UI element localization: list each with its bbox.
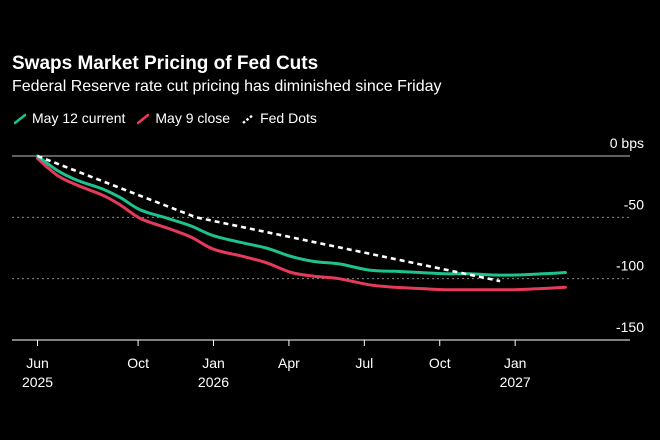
x-tick-label: Jan: [504, 355, 527, 371]
chart-title: Swaps Market Pricing of Fed Cuts: [12, 53, 319, 74]
x-tick-label: Apr: [278, 355, 300, 371]
x-tick-label: Jun: [26, 355, 49, 371]
x-tick-label: Oct: [429, 355, 451, 371]
legend-line-icon: [13, 113, 27, 125]
x-tick-label: Jan: [202, 355, 225, 371]
y-tick-label: 0 bps: [610, 135, 644, 151]
legend-swatch-fed-dots: [242, 112, 254, 124]
legend-dashed-line-icon: [242, 114, 254, 124]
legend-item-may-9-close: May 9 close: [137, 110, 230, 126]
y-tick-label: -50: [624, 196, 644, 212]
x-tick-label: Oct: [127, 355, 149, 371]
legend-swatch-may-12-current: [13, 112, 27, 125]
series-line-fed-dots: [37, 154, 501, 283]
x-tick-year-label: 2025: [22, 374, 53, 390]
x-tick-year-label: 2026: [198, 374, 229, 390]
y-tick-label: -100: [616, 258, 644, 274]
legend-label-may-12-current: May 12 current: [32, 110, 126, 126]
series-line-may-12-current: [36, 154, 567, 277]
x-tick-label: Jul: [355, 355, 373, 371]
legend-label-fed-dots: Fed Dots: [260, 110, 317, 126]
legend-label-may-9-close: May 9 close: [155, 110, 231, 126]
series-line-may-9-close: [36, 157, 567, 292]
legend-item-may-12-current: May 12 current: [13, 110, 126, 126]
legend-swatch-may-9-close: [137, 112, 150, 125]
chart-subtitle: Federal Reserve rate cut pricing has dim…: [12, 78, 442, 95]
y-tick-label: -150: [616, 319, 644, 335]
legend-item-fed-dots: Fed Dots: [242, 110, 317, 126]
chart-legend: May 12 current May 9 close Fed Dots: [13, 108, 329, 128]
legend-line-icon: [137, 113, 150, 125]
x-tick-year-label: 2027: [500, 374, 531, 390]
